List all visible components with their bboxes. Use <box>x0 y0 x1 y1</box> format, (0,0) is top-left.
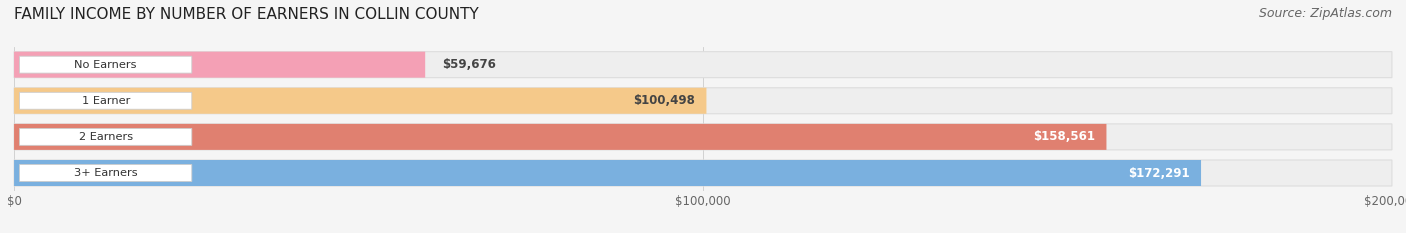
FancyBboxPatch shape <box>14 52 1392 78</box>
FancyBboxPatch shape <box>14 88 1392 114</box>
Text: No Earners: No Earners <box>75 60 136 70</box>
Text: 3+ Earners: 3+ Earners <box>75 168 138 178</box>
Text: $158,561: $158,561 <box>1033 130 1095 143</box>
FancyBboxPatch shape <box>20 164 191 182</box>
FancyBboxPatch shape <box>14 160 1392 186</box>
Text: 1 Earner: 1 Earner <box>82 96 129 106</box>
Text: FAMILY INCOME BY NUMBER OF EARNERS IN COLLIN COUNTY: FAMILY INCOME BY NUMBER OF EARNERS IN CO… <box>14 7 479 22</box>
Text: $100,498: $100,498 <box>634 94 696 107</box>
Text: $172,291: $172,291 <box>1129 167 1189 179</box>
Text: Source: ZipAtlas.com: Source: ZipAtlas.com <box>1258 7 1392 20</box>
Text: $59,676: $59,676 <box>441 58 495 71</box>
FancyBboxPatch shape <box>14 88 706 114</box>
FancyBboxPatch shape <box>14 52 425 78</box>
FancyBboxPatch shape <box>14 124 1392 150</box>
FancyBboxPatch shape <box>20 56 191 73</box>
FancyBboxPatch shape <box>20 128 191 145</box>
FancyBboxPatch shape <box>20 92 191 109</box>
FancyBboxPatch shape <box>14 160 1201 186</box>
Text: 2 Earners: 2 Earners <box>79 132 132 142</box>
FancyBboxPatch shape <box>14 124 1107 150</box>
